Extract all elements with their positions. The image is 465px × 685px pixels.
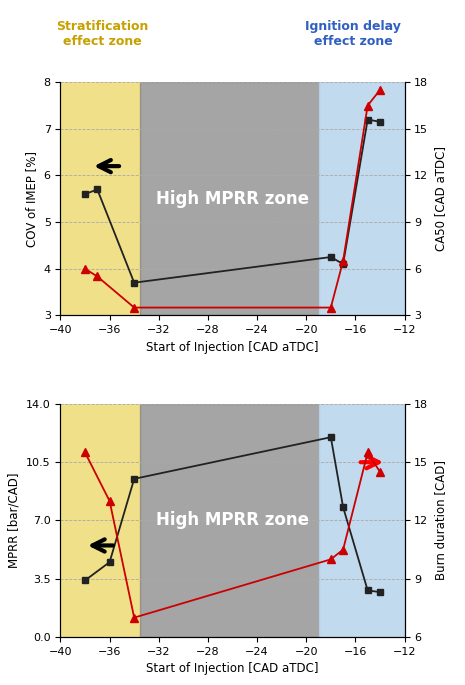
Y-axis label: COV of IMEP [%]: COV of IMEP [%] (25, 151, 38, 247)
Y-axis label: Burn duration [CAD]: Burn duration [CAD] (434, 460, 447, 580)
Bar (60, 82, 140, 315)
Bar (140, 82, 319, 315)
Text: High MPRR zone: High MPRR zone (156, 512, 309, 530)
Text: High MPRR zone: High MPRR zone (156, 190, 309, 208)
Y-axis label: MPRR [bar/CAD]: MPRR [bar/CAD] (7, 473, 20, 569)
Bar (319, 82, 405, 315)
Y-axis label: CA50 [CAD aTDC]: CA50 [CAD aTDC] (434, 147, 447, 251)
Text: Ignition delay
effect zone: Ignition delay effect zone (306, 20, 401, 48)
Text: Stratification
effect zone: Stratification effect zone (56, 20, 148, 48)
Bar (319, 404, 405, 637)
Bar (60, 404, 140, 637)
X-axis label: Start of Injection [CAD aTDC]: Start of Injection [CAD aTDC] (146, 662, 319, 675)
Bar (140, 404, 319, 637)
X-axis label: Start of Injection [CAD aTDC]: Start of Injection [CAD aTDC] (146, 340, 319, 353)
